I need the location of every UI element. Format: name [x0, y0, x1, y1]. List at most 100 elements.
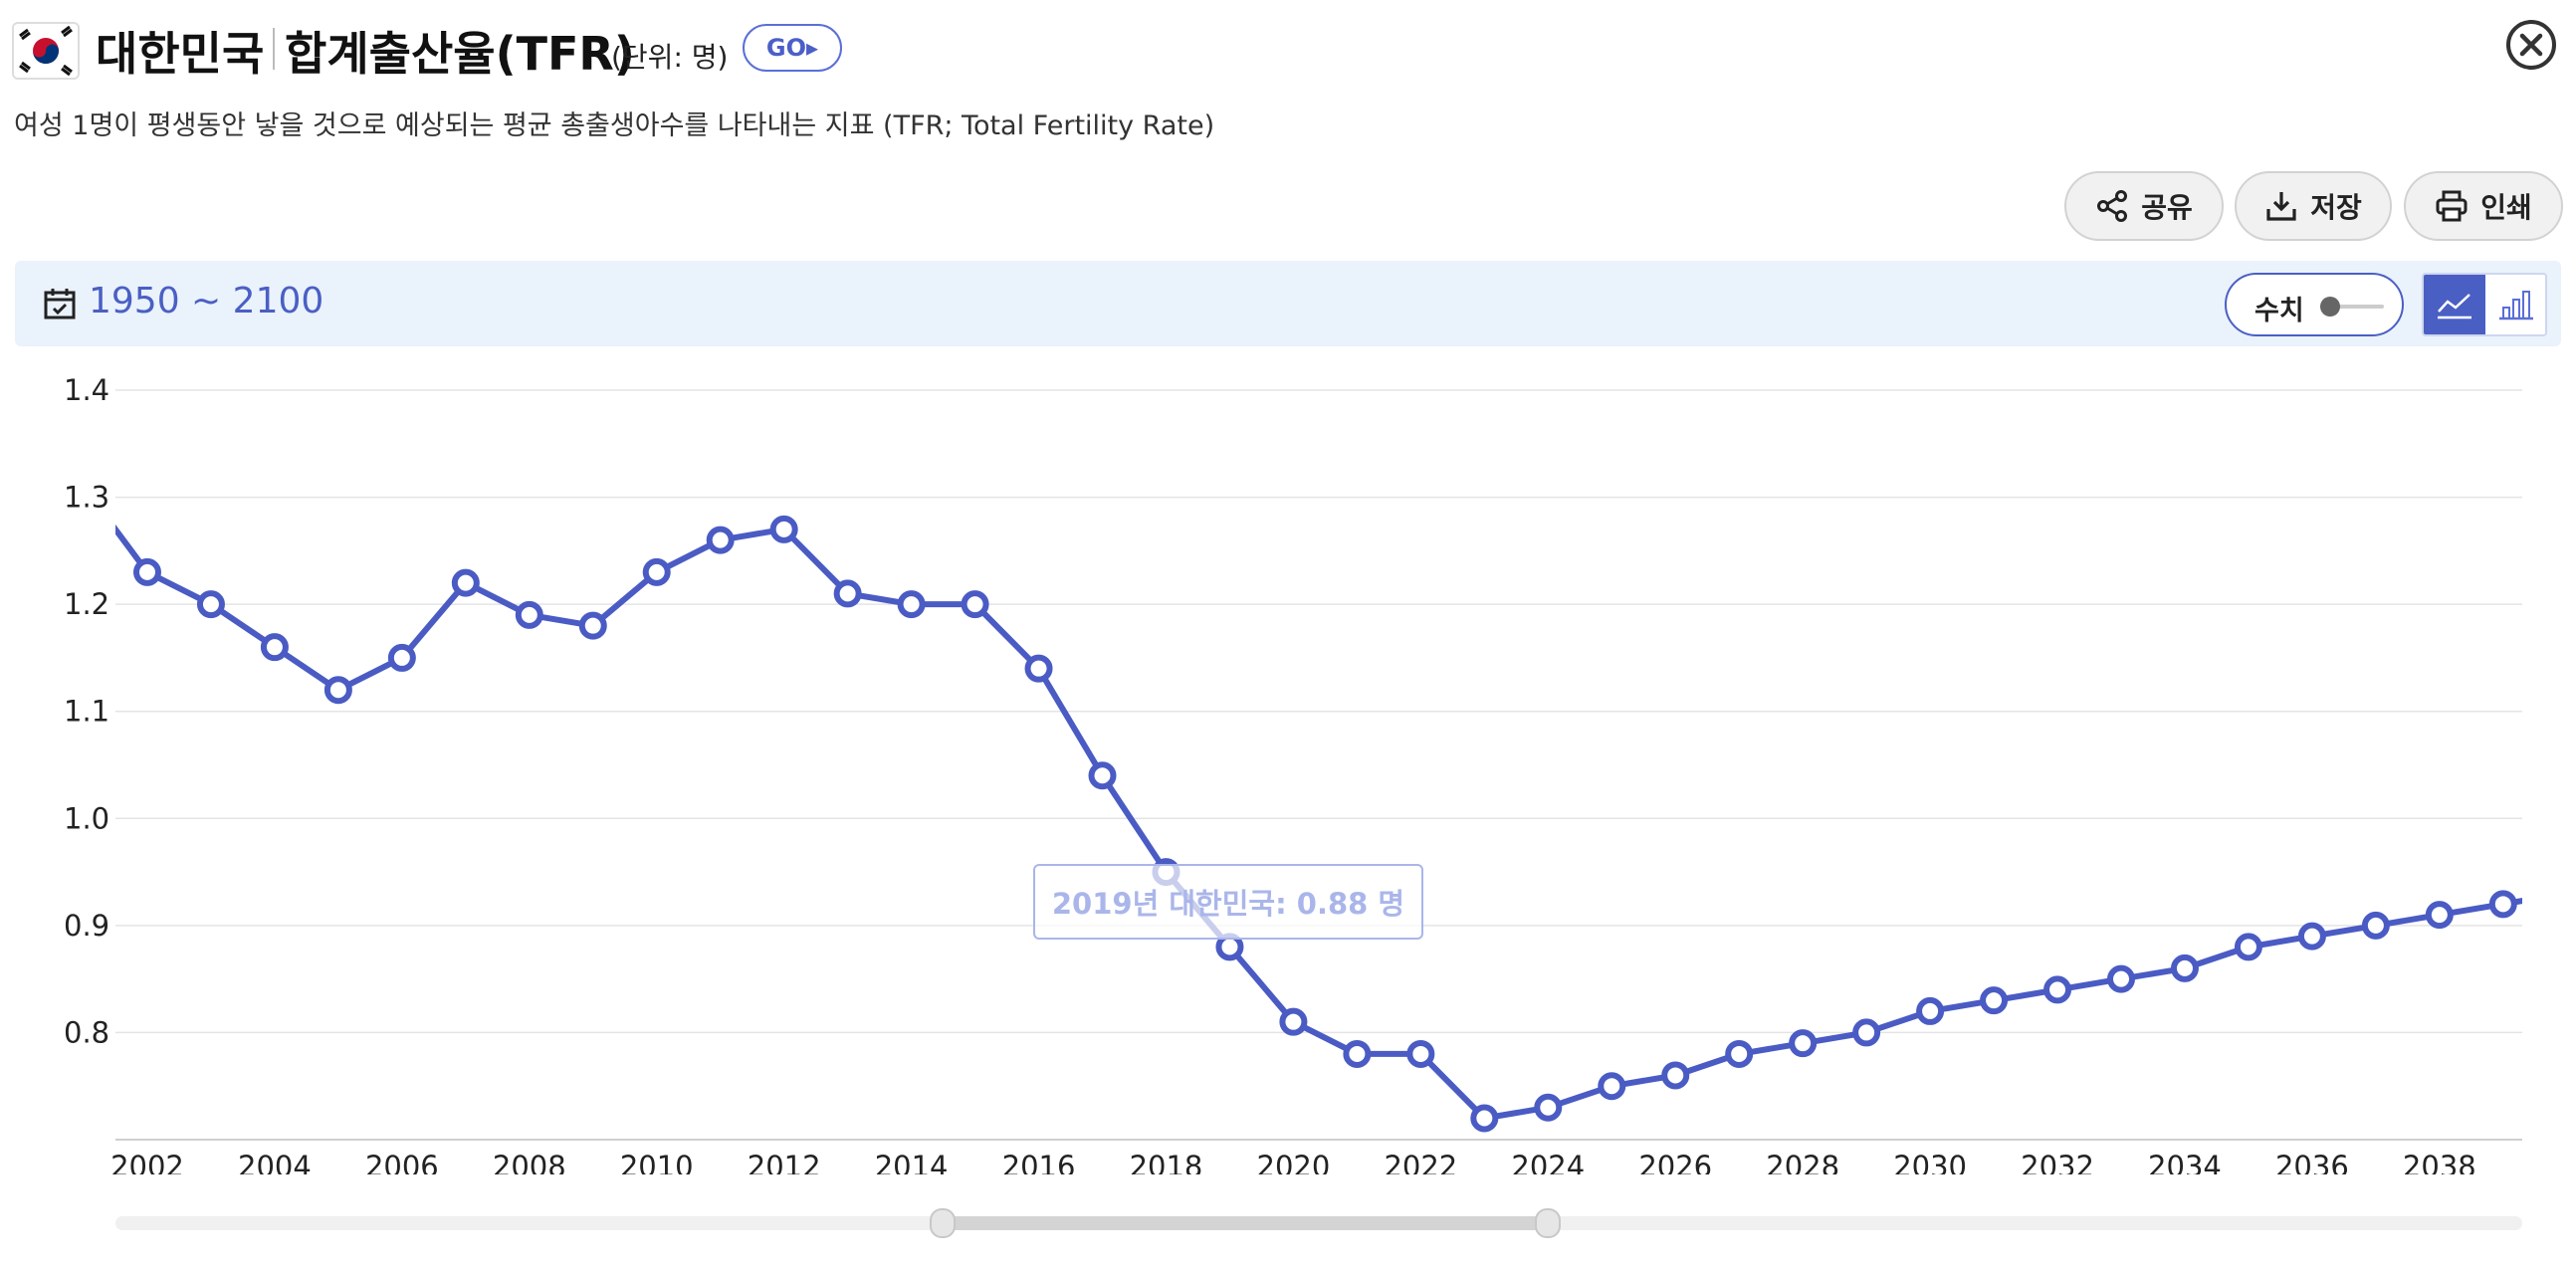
data-point[interactable] — [2170, 954, 2199, 982]
series-line — [115, 524, 2522, 1122]
x-tick-label: 2002 — [110, 1150, 184, 1174]
data-point[interactable] — [1343, 1039, 1372, 1068]
data-tooltip: 2019년 대한민국: 0.88 명 — [1033, 864, 1423, 940]
share-icon — [2097, 190, 2128, 222]
series-layer — [115, 524, 2522, 1122]
data-point[interactable] — [578, 611, 607, 640]
data-point[interactable] — [1088, 761, 1117, 790]
line-chart-icon — [2438, 294, 2471, 319]
line-chart: 0.80.91.01.11.21.31.4 2002 2004 2006 2008 20… — [64, 373, 2522, 1174]
x-tick-label: 2038 — [2403, 1150, 2476, 1174]
indicator-description: 여성 1명이 평생동안 낳을 것으로 예상되는 평균 총출생아수를 나타내는 지… — [14, 110, 1215, 141]
x-tick-label: 2022 — [1384, 1150, 1457, 1174]
data-point[interactable] — [2043, 975, 2072, 1004]
bar-chart-icon — [2499, 291, 2533, 320]
x-tick-label: 2006 — [365, 1150, 439, 1174]
data-point[interactable] — [2361, 911, 2390, 940]
chart-view-switch — [2422, 273, 2547, 336]
data-point[interactable] — [2297, 922, 2326, 951]
data-point[interactable] — [2488, 890, 2517, 919]
line-chart-view-button[interactable] — [2424, 275, 2485, 334]
range-slider-selection[interactable] — [942, 1216, 1547, 1230]
data-point[interactable] — [2234, 933, 2262, 961]
y-tick-label: 1.1 — [64, 695, 109, 729]
data-point[interactable] — [260, 633, 289, 662]
y-tick-label: 1.3 — [64, 481, 109, 515]
y-axis-ticks: 0.8 0.9 1.0 1.1 1.2 1.3 1.4 — [64, 373, 109, 1049]
share-label: 공유 — [2141, 191, 2193, 224]
data-point[interactable] — [1725, 1039, 1754, 1068]
x-tick-label: 2014 — [875, 1150, 949, 1174]
data-point[interactable] — [2425, 901, 2454, 930]
data-point[interactable] — [515, 600, 543, 629]
period-range[interactable]: 1950 ~ 2100 — [89, 281, 324, 321]
x-tick-label: 2032 — [2021, 1150, 2094, 1174]
point-layer — [132, 515, 2517, 1133]
title-divider — [273, 28, 275, 70]
unit-label: (단위: 명) — [611, 41, 729, 74]
data-point[interactable] — [642, 557, 671, 586]
x-tick-label: 2024 — [1511, 1150, 1585, 1174]
data-point[interactable] — [196, 590, 225, 619]
share-button[interactable]: 공유 — [2064, 171, 2224, 241]
y-tick-label: 1.0 — [64, 801, 109, 835]
go-button[interactable]: GO▸ — [743, 24, 842, 72]
y-tick-label: 1.4 — [64, 373, 109, 407]
x-tick-label: 2020 — [1257, 1150, 1331, 1174]
data-point[interactable] — [2107, 964, 2135, 993]
printer-icon — [2436, 190, 2468, 222]
x-tick-label: 2004 — [238, 1150, 312, 1174]
range-slider-left-handle[interactable] — [930, 1208, 956, 1238]
x-tick-label: 2010 — [620, 1150, 694, 1174]
toggle-knob — [2320, 297, 2340, 317]
print-button[interactable]: 인쇄 — [2404, 171, 2563, 241]
data-point[interactable] — [1789, 1029, 1818, 1058]
save-label: 저장 — [2310, 191, 2362, 224]
x-axis-ticks: 2002 2004 2006 2008 2010 2012 2014 2016 2018 2020… — [110, 1150, 2476, 1174]
data-point[interactable] — [961, 590, 989, 619]
korea-flag-icon — [12, 22, 80, 80]
x-tick-label: 2016 — [1002, 1150, 1076, 1174]
save-button[interactable]: 저장 — [2235, 171, 2392, 241]
y-tick-label: 0.9 — [64, 909, 109, 943]
value-toggle-label: 수치 — [2254, 296, 2304, 326]
data-point[interactable] — [1661, 1061, 1690, 1090]
x-tick-label: 2034 — [2148, 1150, 2222, 1174]
data-point[interactable] — [323, 676, 352, 705]
download-icon — [2266, 192, 2296, 221]
data-point[interactable] — [1598, 1072, 1626, 1101]
data-point[interactable] — [1470, 1104, 1499, 1133]
period-bar: 1950 ~ 2100 수치 — [15, 261, 2561, 346]
range-slider-right-handle[interactable] — [1535, 1208, 1561, 1238]
data-point[interactable] — [1916, 996, 1945, 1025]
data-point[interactable] — [1279, 1007, 1308, 1036]
data-point[interactable] — [706, 526, 735, 554]
data-point[interactable] — [1852, 1018, 1881, 1047]
data-point[interactable] — [1534, 1093, 1563, 1122]
data-point[interactable] — [833, 579, 862, 608]
bar-chart-view-button[interactable] — [2485, 275, 2545, 334]
calendar-check-icon[interactable] — [43, 287, 77, 320]
y-tick-label: 1.2 — [64, 587, 109, 621]
data-point[interactable] — [1406, 1039, 1435, 1068]
x-tick-label: 2030 — [1893, 1150, 1967, 1174]
data-point[interactable] — [897, 590, 926, 619]
data-point[interactable] — [132, 557, 161, 586]
x-tick-label: 2008 — [493, 1150, 566, 1174]
y-tick-label: 0.8 — [64, 1015, 109, 1049]
close-icon[interactable] — [2504, 18, 2558, 72]
x-tick-label: 2028 — [1766, 1150, 1839, 1174]
data-point[interactable] — [769, 515, 798, 543]
x-tick-label: 2036 — [2275, 1150, 2349, 1174]
x-tick-label: 2012 — [748, 1150, 821, 1174]
country-title: 대한민국 — [96, 27, 265, 81]
data-point[interactable] — [1024, 654, 1053, 683]
value-label-toggle[interactable]: 수치 — [2225, 273, 2404, 336]
indicator-title: 합계출산율(TFR) — [285, 27, 635, 81]
data-point[interactable] — [387, 643, 416, 672]
data-point[interactable] — [451, 568, 480, 597]
data-point[interactable] — [1980, 986, 2009, 1015]
print-label: 인쇄 — [2480, 191, 2532, 224]
x-tick-label: 2018 — [1130, 1150, 1203, 1174]
